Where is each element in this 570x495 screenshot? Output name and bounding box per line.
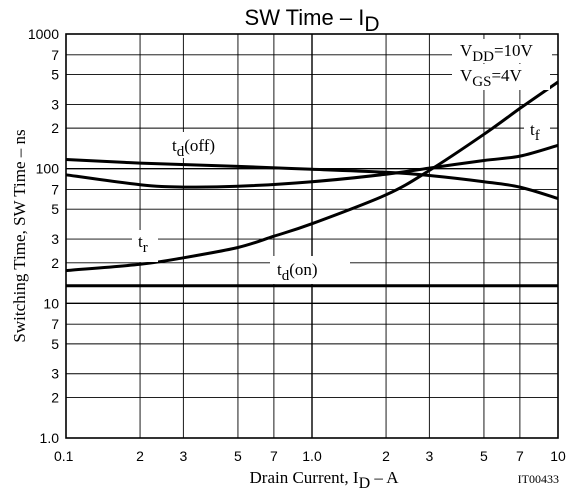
- plot-frame: [65, 33, 559, 439]
- x-tick-label-6: 2: [382, 448, 390, 464]
- y-tick-label-4: 7: [51, 316, 59, 332]
- x-tick-label-2: 3: [179, 448, 187, 464]
- x-tick-label-10: 10: [550, 448, 566, 464]
- series-line-td-off: [65, 158, 559, 200]
- y-tick-label-6: 2: [51, 255, 59, 271]
- chart-title: SW Time – ID: [245, 5, 380, 36]
- condition-vdd-main: V: [460, 41, 473, 60]
- curve-label-bg-tf: [524, 116, 550, 146]
- condition-vgs: VGS=4V: [460, 66, 523, 90]
- curve-label-sub: f: [535, 128, 540, 144]
- y-tick-label-5: 10: [43, 295, 59, 311]
- y-tick-label-9: 7: [51, 182, 59, 198]
- x-axis-label-tail: – A: [370, 468, 399, 487]
- x-tick-label-0: 0.1: [54, 448, 74, 464]
- series-line-tr: [65, 80, 559, 273]
- condition-vgs-sub: GS: [472, 74, 491, 90]
- curve-label-tail: (on): [289, 260, 317, 279]
- x-tick-label-9: 7: [516, 448, 524, 464]
- chart-title-main: SW Time – I: [245, 5, 365, 30]
- curve-label-tr: tr: [138, 232, 148, 256]
- y-tick-label-3: 5: [51, 336, 59, 352]
- x-axis-label-sub: D: [359, 475, 371, 492]
- condition-vgs-tail: =4V: [491, 66, 522, 85]
- curve-label-td-on: td(on): [277, 260, 318, 284]
- condition-vgs-bg: [452, 64, 550, 90]
- y-tick-label-12: 3: [51, 96, 59, 112]
- x-tick-label-4: 7: [270, 448, 278, 464]
- y-tick-label-15: 1000: [28, 26, 59, 42]
- curve-label-bg-tr: [132, 230, 158, 262]
- condition-vdd-bg: [452, 39, 552, 63]
- curve-label-main: t: [172, 136, 177, 155]
- y-tick-label-10: 100: [36, 161, 60, 177]
- condition-vdd-sub: DD: [472, 49, 494, 65]
- y-tick-label-14: 7: [51, 47, 59, 63]
- y-tick-label-2: 3: [51, 366, 59, 382]
- curve-label-main: t: [277, 260, 282, 279]
- figure-code: IT00433: [518, 472, 559, 486]
- curve-label-main: t: [138, 232, 143, 251]
- curve-label-sub: d: [177, 144, 185, 160]
- curve-label-bg-td-on: [270, 256, 350, 284]
- condition-vdd: VDD=10V: [460, 41, 534, 65]
- curve-label-sub: d: [282, 268, 290, 284]
- x-tick-label-5: 1.0: [302, 448, 322, 464]
- x-axis-label: Drain Current, ID – A: [250, 468, 400, 492]
- curve-label-main: t: [530, 120, 535, 139]
- x-tick-labels: 0.1 2 3 5 7 1.0 2 3 5 7 10: [54, 448, 566, 464]
- chart-title-sub: D: [364, 13, 379, 36]
- y-tick-label-8: 5: [51, 201, 59, 217]
- y-tick-label-1: 2: [51, 389, 59, 405]
- x-tick-label-7: 3: [425, 448, 433, 464]
- y-tick-label-11: 2: [51, 120, 59, 136]
- y-tick-label-0: 1.0: [40, 430, 60, 446]
- y-axis-label: Switching Time, SW Time – ns: [10, 129, 29, 342]
- condition-vgs-main: V: [460, 66, 473, 85]
- x-axis-label-main: Drain Current, I: [250, 468, 359, 487]
- curve-label-tf: tf: [530, 120, 540, 144]
- x-tick-label-8: 5: [480, 448, 488, 464]
- y-tick-labels: 1.0 2 3 5 7 10 2 3 5 7 100 2 3 5 7 1000: [28, 26, 59, 446]
- curve-label-tail: (off): [184, 136, 215, 155]
- curve-label-bg-td-off: [166, 132, 234, 158]
- condition-vdd-tail: =10V: [494, 41, 534, 60]
- series-curves: [65, 80, 559, 288]
- curve-label-sub: r: [143, 240, 148, 256]
- y-tick-label-7: 3: [51, 231, 59, 247]
- series-line-tf: [65, 143, 559, 189]
- x-tick-label-1: 2: [136, 448, 144, 464]
- x-tick-label-3: 5: [234, 448, 242, 464]
- y-tick-label-13: 5: [51, 67, 59, 83]
- curve-label-td-off: td(off): [172, 136, 215, 160]
